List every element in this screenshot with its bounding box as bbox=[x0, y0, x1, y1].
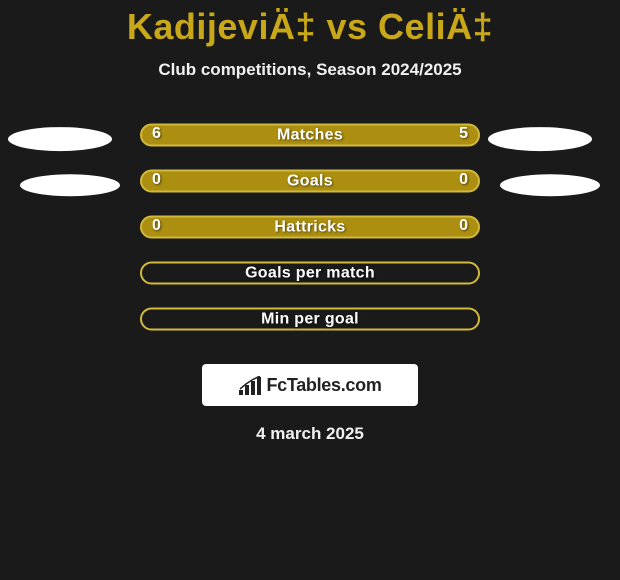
player1-value: 0 bbox=[152, 217, 161, 235]
player1-marker bbox=[8, 127, 112, 151]
logo-box[interactable]: FcTables.com bbox=[202, 364, 418, 406]
player1-value: 6 bbox=[152, 125, 161, 143]
stat-bar: Min per goal bbox=[140, 308, 480, 331]
subtitle: Club competitions, Season 2024/2025 bbox=[0, 60, 620, 80]
stat-row: Hattricks 0 0 bbox=[0, 210, 620, 256]
stat-label: Goals per match bbox=[245, 264, 375, 282]
stat-row: Goals per match bbox=[0, 256, 620, 302]
stat-rows: Matches 6 5 Goals 0 0 Hattricks 0 0 Goals per mat… bbox=[0, 118, 620, 348]
player2-marker bbox=[500, 174, 600, 196]
stat-row: Goals 0 0 bbox=[0, 164, 620, 210]
player2-name: CeliÄ‡ bbox=[378, 6, 493, 47]
player2-value: 5 bbox=[459, 125, 468, 143]
logo-text: FcTables.com bbox=[266, 375, 381, 396]
page-title: KadijeviÄ‡ vs CeliÄ‡ bbox=[0, 6, 620, 48]
stat-row: Matches 6 5 bbox=[0, 118, 620, 164]
date-text: 4 march 2025 bbox=[0, 424, 620, 444]
stat-label: Goals bbox=[287, 172, 333, 190]
stat-bar: Goals per match bbox=[140, 262, 480, 285]
logo: FcTables.com bbox=[238, 375, 381, 396]
player2-value: 0 bbox=[459, 217, 468, 235]
stat-row: Min per goal bbox=[0, 302, 620, 348]
stat-label: Min per goal bbox=[261, 310, 359, 328]
stat-bar: Goals bbox=[140, 170, 480, 193]
vs-word: vs bbox=[326, 6, 367, 47]
player1-value: 0 bbox=[152, 171, 161, 189]
player2-value: 0 bbox=[459, 171, 468, 189]
player1-marker bbox=[20, 174, 120, 196]
stat-label: Hattricks bbox=[274, 218, 345, 236]
stat-bar: Matches bbox=[140, 124, 480, 147]
player2-marker bbox=[488, 127, 592, 151]
bar-chart-icon bbox=[238, 376, 262, 396]
stat-label: Matches bbox=[277, 126, 343, 144]
player1-name: KadijeviÄ‡ bbox=[127, 6, 316, 47]
stat-bar: Hattricks bbox=[140, 216, 480, 239]
comparison-panel: KadijeviÄ‡ vs CeliÄ‡ Club competitions, … bbox=[0, 0, 620, 580]
